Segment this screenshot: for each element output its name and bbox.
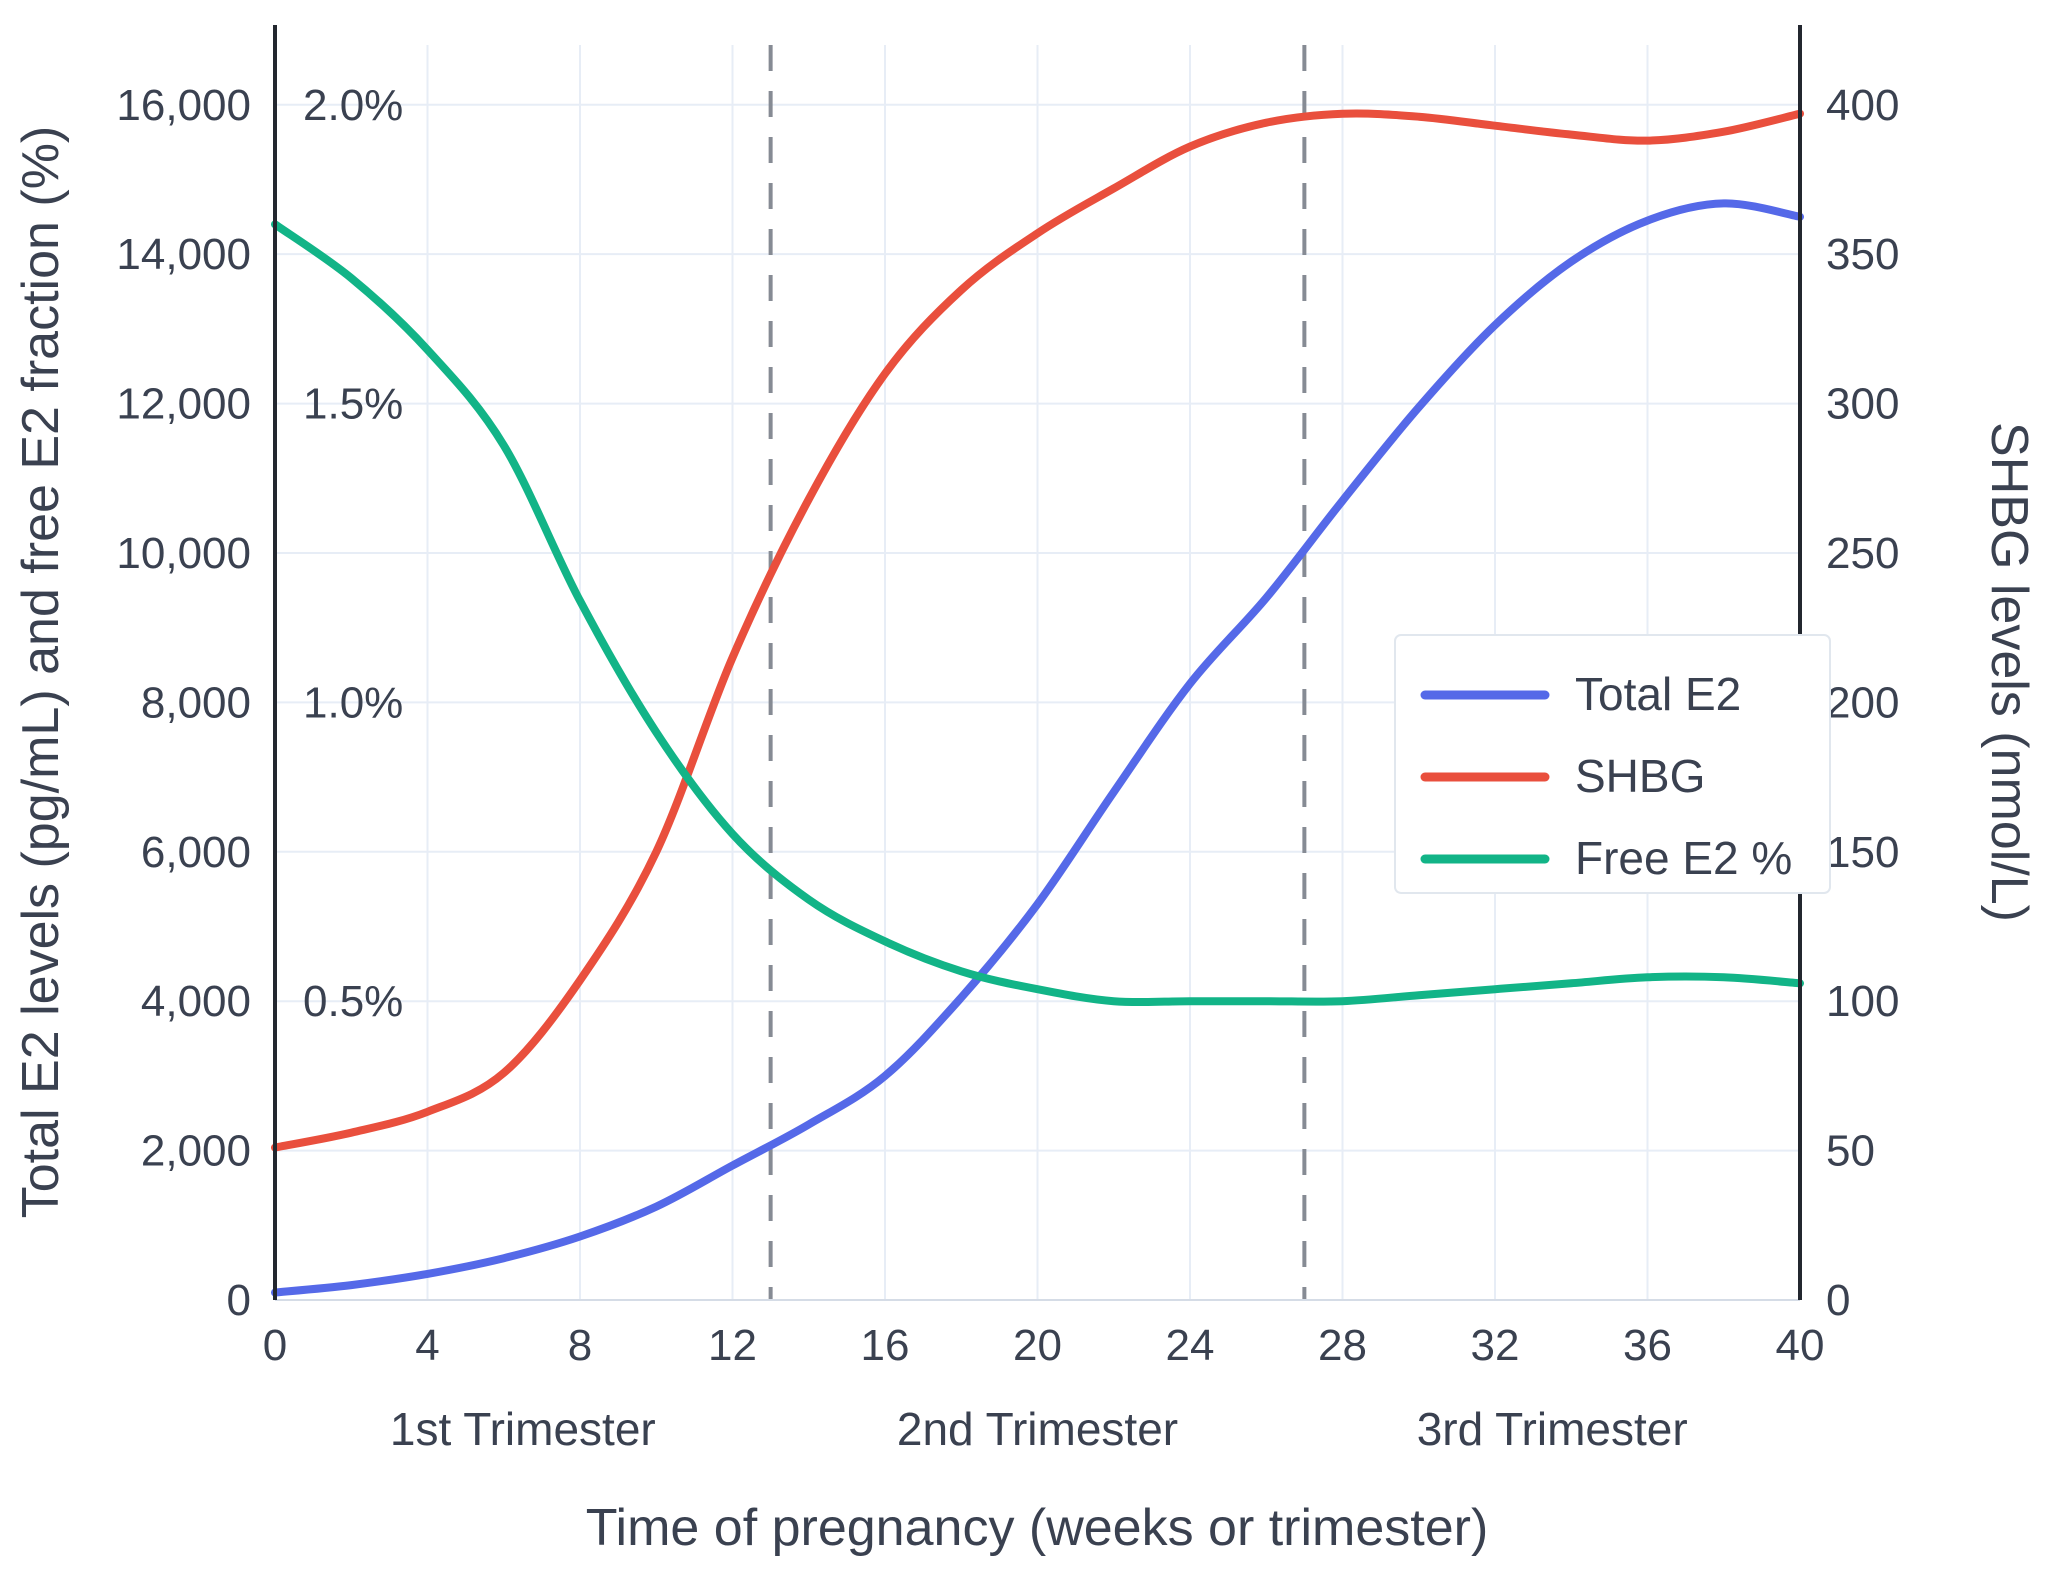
x-tick-label: 36	[1623, 1321, 1672, 1370]
y-right-tick-label: 300	[1826, 380, 1899, 429]
y-left-tick-label: 6,000	[141, 828, 251, 877]
y-left-tick-label: 4,000	[141, 977, 251, 1026]
legend-entry-free-e2: Free E2 %	[1420, 832, 1792, 884]
x-tick-label: 8	[568, 1321, 592, 1370]
y-left-axis-title: Total E2 levels (pg/mL) and free E2 frac…	[12, 126, 70, 1218]
legend: Total E2 SHBG Free E2 %	[1394, 634, 1831, 894]
legend-entry-total-e2: Total E2	[1420, 668, 1741, 720]
x-tick-label: 24	[1166, 1321, 1215, 1370]
series-line-shbg	[271, 109, 1804, 1152]
series-line-free-e2	[271, 220, 1804, 1007]
trimester-label-1st-trimester: 1st Trimester	[390, 1403, 656, 1455]
x-tick-label: 4	[415, 1321, 439, 1370]
y-left-tick-label: 0	[227, 1276, 251, 1325]
y-right-axis-title: SHBG levels (nmol/L)	[1980, 422, 2038, 922]
y-right-tick-label: 0	[1826, 1276, 1850, 1325]
x-tick-label: 40	[1776, 1321, 1825, 1370]
y-right-tick-label: 50	[1826, 1127, 1875, 1176]
y-right-tick-label: 150	[1826, 828, 1899, 877]
trimester-labels: 1st Trimester 2nd Trimester 3rd Trimester	[390, 1403, 1688, 1455]
series-lines	[271, 109, 1804, 1297]
x-axis-title: Time of pregnancy (weeks or trimester)	[586, 1499, 1489, 1557]
x-tick-label: 0	[263, 1321, 287, 1370]
y-right-tick-label: 350	[1826, 230, 1899, 279]
percent-tick-label: 1.5%	[303, 380, 403, 429]
x-tick-label: 32	[1471, 1321, 1520, 1370]
y-left-tick-label: 8,000	[141, 678, 251, 727]
legend-label-shbg: SHBG	[1575, 750, 1705, 802]
y-right-tick-label: 400	[1826, 81, 1899, 130]
y-left-tick-label: 2,000	[141, 1127, 251, 1176]
y-left-tick-label: 16,000	[116, 81, 251, 130]
y-left-tick-label: 10,000	[116, 529, 251, 578]
percent-tick-label: 1.0%	[303, 678, 403, 727]
trimester-label-2nd-trimester: 2nd Trimester	[897, 1403, 1178, 1455]
y-left-tick-label: 14,000	[116, 230, 251, 279]
tick-labels: 0 2,000 4,000 6,000 8,000 10,000 12,000 14,000 1…	[116, 81, 1899, 1370]
x-tick-label: 20	[1013, 1321, 1062, 1370]
x-tick-label: 12	[708, 1321, 757, 1370]
trimester-label-3rd-trimester: 3rd Trimester	[1417, 1403, 1688, 1455]
percent-tick-label: 2.0%	[303, 81, 403, 130]
legend-entry-shbg: SHBG	[1420, 750, 1705, 802]
y-left-tick-label: 12,000	[116, 380, 251, 429]
y-right-tick-label: 250	[1826, 529, 1899, 578]
legend-label-total-e2: Total E2	[1575, 668, 1741, 720]
percent-tick-label: 0.5%	[303, 977, 403, 1026]
axis-titles: Time of pregnancy (weeks or trimester) T…	[12, 126, 2038, 1557]
y-right-tick-label: 200	[1826, 678, 1899, 727]
x-tick-label: 16	[861, 1321, 910, 1370]
trimester-divider-lines	[768, 45, 1307, 1300]
series-line-total-e2	[271, 199, 1804, 1297]
x-tick-label: 28	[1318, 1321, 1367, 1370]
y-right-tick-label: 100	[1826, 977, 1899, 1026]
legend-label-free-e2: Free E2 %	[1575, 832, 1792, 884]
